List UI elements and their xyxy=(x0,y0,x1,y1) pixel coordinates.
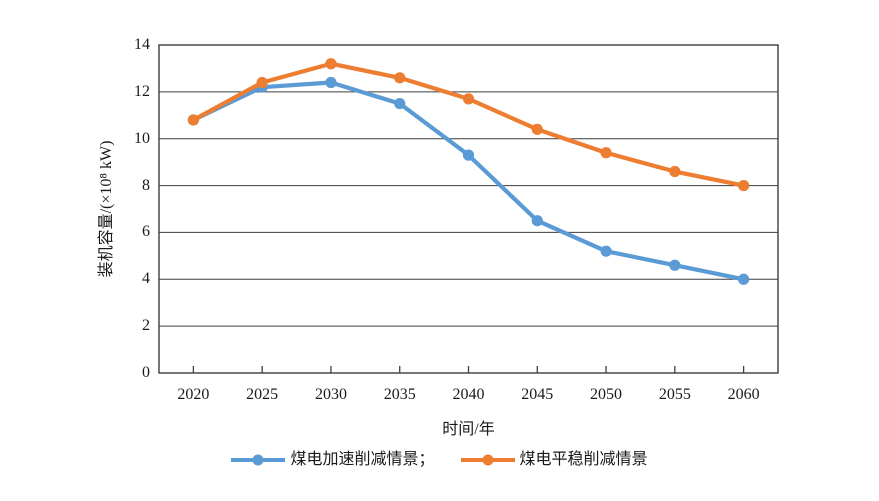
x-tick-label: 2050 xyxy=(590,386,623,403)
data-point-marker xyxy=(187,114,199,126)
x-tick-label: 2055 xyxy=(658,386,691,403)
x-tick-label: 2045 xyxy=(521,386,554,403)
data-point-marker xyxy=(394,97,406,110)
data-point-marker xyxy=(531,123,543,135)
legend-item-0: 煤电加速削减情景； xyxy=(231,448,435,472)
x-tick-label: 2060 xyxy=(727,386,760,403)
legend-label: 煤电加速削减情景； xyxy=(290,451,435,468)
data-point-marker xyxy=(531,215,543,227)
data-point-marker xyxy=(600,245,612,257)
legend-dot-icon xyxy=(482,454,493,466)
data-point-marker xyxy=(256,76,268,89)
data-point-marker xyxy=(669,259,681,271)
data-point-marker xyxy=(325,58,337,70)
data-point-marker xyxy=(394,72,406,84)
data-point-marker xyxy=(738,179,750,192)
data-point-marker xyxy=(462,93,475,105)
legend-dot-icon xyxy=(252,454,264,466)
y-tick-label: 2 xyxy=(142,317,150,335)
legend-label: 煤电平稳削减情景 xyxy=(519,451,648,468)
x-tick-label: 2020 xyxy=(177,386,210,403)
data-point-marker xyxy=(462,149,475,161)
y-tick-label: 10 xyxy=(134,129,150,147)
x-tick-label: 2025 xyxy=(246,386,279,403)
x-axis-title: 时间/年 xyxy=(442,421,495,438)
x-tick-label: 2035 xyxy=(383,386,416,403)
chart-legend: 煤电加速削减情景； 煤电平稳削减情景 xyxy=(0,448,879,472)
data-point-marker xyxy=(738,273,750,285)
data-point-marker xyxy=(669,165,681,178)
data-point-marker xyxy=(325,76,337,89)
y-tick-label: 12 xyxy=(134,82,150,100)
y-tick-label: 8 xyxy=(142,176,150,194)
y-tick-label: 14 xyxy=(134,36,150,53)
x-tick-label: 2030 xyxy=(314,386,347,403)
x-tick-label: 2040 xyxy=(452,386,485,403)
series-line-1 xyxy=(191,61,746,188)
series-line-0 xyxy=(191,80,746,282)
data-point-marker xyxy=(600,147,612,159)
legend-line-marker-icon xyxy=(231,454,286,466)
y-tick-label: 4 xyxy=(142,270,150,288)
y-tick-label: 0 xyxy=(142,364,150,381)
legend-line-marker-icon xyxy=(460,454,515,466)
legend-item-1: 煤电平稳削减情景 xyxy=(460,448,648,472)
y-axis-title: 装机容量/(×10⁸ kW) xyxy=(98,140,115,278)
y-tick-label: 6 xyxy=(142,223,150,241)
